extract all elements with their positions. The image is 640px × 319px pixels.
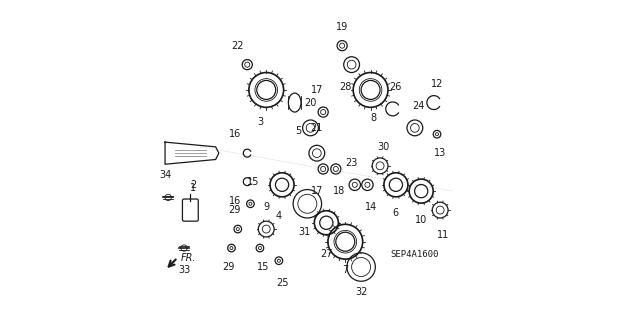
Text: 28: 28 — [339, 82, 351, 92]
Text: 2: 2 — [190, 180, 196, 190]
Text: 24: 24 — [412, 101, 424, 111]
Text: 11: 11 — [437, 230, 449, 241]
Text: 26: 26 — [390, 82, 402, 92]
Text: 9: 9 — [263, 202, 269, 212]
Text: 29: 29 — [222, 262, 234, 272]
Text: 15: 15 — [257, 262, 269, 272]
Text: 17: 17 — [310, 85, 323, 95]
Text: 25: 25 — [276, 278, 288, 288]
Text: 12: 12 — [431, 78, 443, 89]
Text: 29: 29 — [228, 205, 241, 215]
Text: 14: 14 — [364, 202, 377, 212]
Text: SEP4A1600: SEP4A1600 — [390, 250, 439, 259]
Text: 33: 33 — [178, 265, 190, 275]
Text: 8: 8 — [371, 113, 377, 123]
Text: 30: 30 — [377, 142, 389, 152]
Text: 6: 6 — [393, 208, 399, 218]
Text: 23: 23 — [346, 158, 358, 168]
Text: 17: 17 — [310, 186, 323, 196]
Text: 21: 21 — [310, 123, 323, 133]
Text: 16: 16 — [228, 129, 241, 139]
Text: 20: 20 — [305, 98, 317, 108]
Text: FR.: FR. — [181, 253, 196, 263]
Text: 13: 13 — [434, 148, 446, 158]
Text: 18: 18 — [333, 186, 345, 196]
Text: 7: 7 — [342, 265, 348, 275]
Text: 16: 16 — [228, 196, 241, 206]
Text: 10: 10 — [415, 215, 428, 225]
Text: 22: 22 — [232, 41, 244, 51]
Text: 5: 5 — [295, 126, 301, 136]
Text: 32: 32 — [355, 287, 367, 297]
Text: 31: 31 — [298, 227, 310, 237]
Text: 4: 4 — [276, 211, 282, 221]
Text: 34: 34 — [159, 170, 171, 180]
Text: 1: 1 — [191, 183, 196, 193]
Text: 3: 3 — [257, 116, 263, 127]
Text: 15: 15 — [248, 177, 260, 187]
Text: 19: 19 — [336, 22, 348, 32]
Text: 27: 27 — [320, 249, 333, 259]
